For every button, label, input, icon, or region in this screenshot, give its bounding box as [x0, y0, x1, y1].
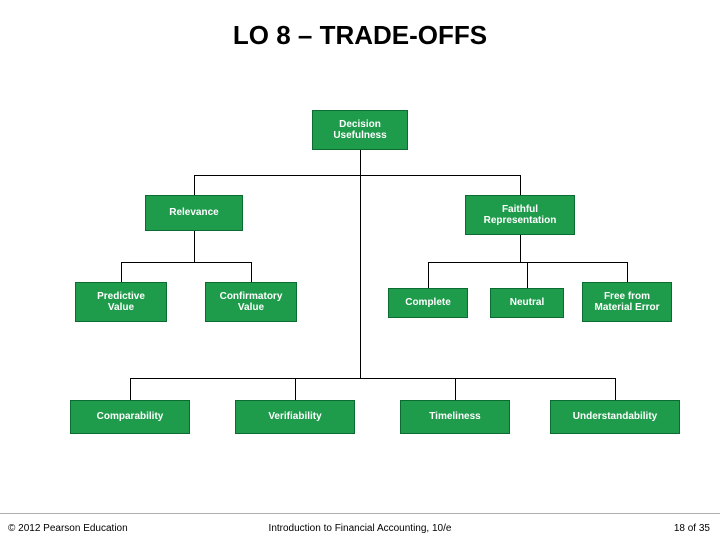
node-faith: FaithfulRepresentation: [465, 195, 575, 235]
connector: [527, 262, 528, 288]
node-verif: Verifiability: [235, 400, 355, 434]
connector: [194, 175, 520, 176]
node-free: Free fromMaterial Error: [582, 282, 672, 322]
connector: [194, 175, 195, 195]
connector: [520, 175, 521, 195]
connector: [627, 262, 628, 282]
node-neut: Neutral: [490, 288, 564, 318]
node-time: Timeliness: [400, 400, 510, 434]
connector: [194, 231, 195, 262]
connector: [121, 262, 122, 282]
connector: [295, 378, 296, 400]
connector: [428, 262, 429, 288]
connector: [360, 150, 361, 175]
connector: [130, 378, 131, 400]
connector: [251, 262, 252, 282]
connector: [520, 235, 521, 262]
connector: [615, 378, 616, 400]
page-indicator: 18 of 35: [674, 523, 710, 534]
slide: LO 8 – TRADE-OFFS DecisionUsefulnessRele…: [0, 0, 720, 540]
footer: © 2012 Pearson Education Introduction to…: [0, 513, 720, 540]
node-comp: Complete: [388, 288, 468, 318]
node-pred: PredictiveValue: [75, 282, 167, 322]
node-conf: ConfirmatoryValue: [205, 282, 297, 322]
node-compar: Comparability: [70, 400, 190, 434]
tree-diagram: DecisionUsefulness Relevance FaithfulRepre…: [0, 0, 720, 540]
book-title: Introduction to Financial Accounting, 10…: [0, 523, 720, 534]
node-under: Understandability: [550, 400, 680, 434]
connector: [455, 378, 456, 400]
connector: [360, 175, 361, 378]
node-root: DecisionUsefulness: [312, 110, 408, 150]
page-total: 35: [699, 523, 710, 534]
connector: [130, 378, 615, 379]
node-rel: Relevance: [145, 195, 243, 231]
connector: [121, 262, 251, 263]
page-current: 18: [674, 523, 685, 534]
